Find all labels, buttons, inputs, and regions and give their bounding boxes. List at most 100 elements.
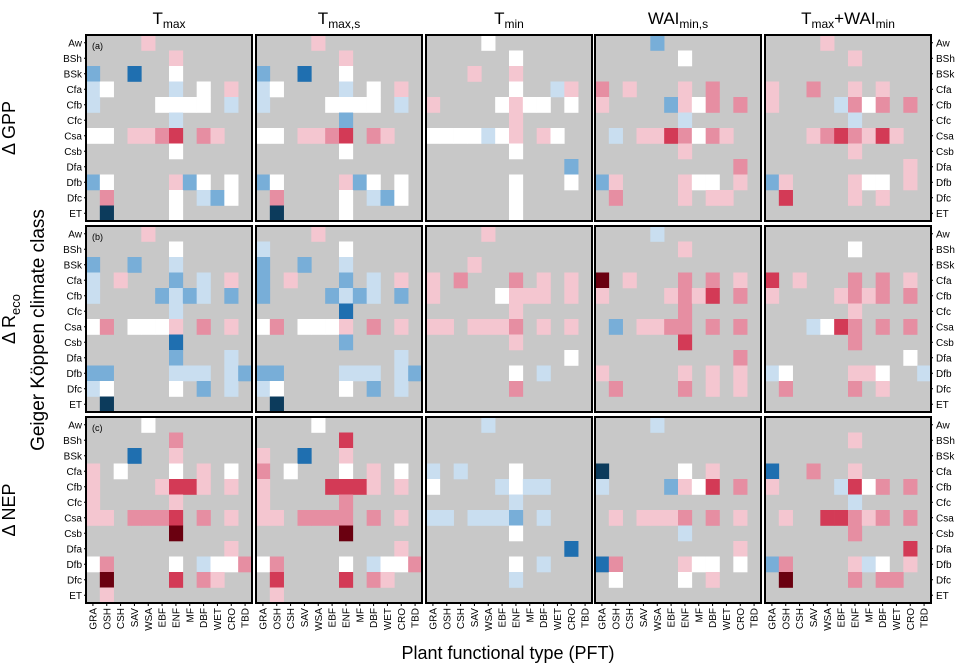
heatmap-cell	[848, 272, 863, 289]
heatmap-cell	[196, 81, 211, 98]
heatmap-cell	[564, 159, 579, 175]
heatmap-cell	[269, 381, 284, 397]
heatmap-cell	[394, 174, 409, 191]
heatmap-cell	[622, 81, 637, 98]
panel-r1-c3	[594, 225, 762, 413]
heatmap-cell	[678, 112, 693, 129]
y-tick-label: Csa	[64, 513, 82, 524]
x-tick-label: CSH	[286, 608, 297, 629]
heatmap-cell	[155, 479, 170, 495]
heatmap-cell	[678, 365, 693, 382]
heatmap-cell	[224, 510, 239, 526]
heatmap-cell	[733, 97, 748, 113]
heatmap-cell	[509, 494, 524, 511]
heatmap-cell	[691, 97, 706, 113]
x-tick-label: DBF	[878, 608, 889, 628]
heatmap-cell	[256, 241, 271, 258]
heatmap-cell	[481, 417, 496, 433]
heatmap-cell	[86, 272, 101, 289]
heatmap-cell	[875, 365, 890, 382]
x-tick-label: TBD	[241, 608, 252, 628]
heatmap-cell	[903, 319, 918, 335]
heatmap-cell	[366, 272, 381, 289]
heatmap-cell	[169, 334, 184, 351]
heatmap-cell	[778, 572, 793, 588]
heatmap-cell	[169, 257, 184, 273]
heatmap-cell	[99, 128, 114, 144]
heatmap-cell	[169, 97, 184, 113]
heatmap-cell	[509, 334, 524, 351]
y-tick-label: Cfa	[936, 467, 952, 478]
heatmap-cell	[339, 525, 354, 542]
x-tick-label: WSA	[484, 608, 495, 631]
heatmap-cell	[269, 190, 284, 206]
heatmap-cell	[99, 365, 114, 382]
heatmap-cell	[196, 319, 211, 335]
heatmap-cell	[380, 556, 395, 573]
heatmap-cell	[210, 190, 225, 206]
heatmap-cell	[509, 381, 524, 397]
heatmap-cell	[650, 417, 665, 433]
heatmap-cell	[339, 241, 354, 258]
y-tick-label: Cfb	[66, 482, 82, 493]
heatmap-cell	[269, 510, 284, 526]
y-tick-label: Dfa	[936, 353, 952, 364]
heatmap-cell	[509, 174, 524, 191]
heatmap-cell	[861, 365, 876, 382]
heatmap-cell	[806, 81, 821, 98]
heatmap-cell	[86, 66, 101, 82]
y-tick-label: BSh	[63, 436, 82, 447]
y-tick-label: Cfb	[936, 291, 952, 302]
heatmap-cell	[86, 288, 101, 304]
heatmap-cell	[86, 257, 101, 273]
panel-r0-c1	[255, 34, 423, 222]
heatmap-cell	[127, 66, 142, 82]
x-axis-label: Plant functional type (PFT)	[401, 643, 614, 663]
heatmap-cell	[256, 257, 271, 273]
panel-r0-c3	[594, 34, 762, 222]
heatmap-cell	[636, 319, 651, 335]
heatmap-cell	[595, 556, 610, 573]
heatmap-cell	[820, 35, 835, 51]
heatmap-cell	[691, 174, 706, 191]
heatmap-cell	[733, 319, 748, 335]
panel-r0-c0: (a) Aw BSh BSk Cfa Cfb Cfc Csa Csb Dfa Dfb Dfc ET	[63, 34, 253, 222]
heatmap-cell	[86, 128, 101, 144]
heatmap-cell	[339, 66, 354, 82]
heatmap-cell	[339, 463, 354, 480]
heatmap-cell	[224, 381, 239, 397]
heatmap-cell	[650, 226, 665, 242]
heatmap-cell	[733, 272, 748, 289]
heatmap-cell	[339, 288, 354, 304]
heatmap-cell	[169, 81, 184, 98]
heatmap-cell	[509, 190, 524, 206]
heatmap-cell	[394, 272, 409, 289]
row-title: Δ NEP	[0, 483, 19, 536]
heatmap-cell	[127, 257, 142, 273]
heatmap-cell	[678, 572, 693, 588]
heatmap-cell	[678, 303, 693, 320]
heatmap-cell	[256, 365, 271, 382]
heatmap-cell	[86, 174, 101, 191]
panel-border	[85, 416, 253, 604]
x-tick-label: WSA	[314, 608, 325, 631]
heatmap-cell	[339, 334, 354, 351]
heatmap-cell	[678, 190, 693, 206]
heatmap-cell	[467, 510, 482, 526]
heatmap-cell	[339, 190, 354, 206]
heatmap-cell	[311, 226, 326, 242]
heatmap-cell	[269, 365, 284, 382]
heatmap-cell	[169, 432, 184, 449]
x-tick-label: EBF	[667, 608, 678, 627]
heatmap-cell	[169, 510, 184, 526]
x-tick-label: MF	[864, 608, 875, 622]
heatmap-cell	[848, 319, 863, 335]
heatmap-cell	[182, 479, 197, 495]
x-tick-label: SAV	[300, 608, 311, 628]
heatmap-cell	[224, 350, 239, 366]
heatmap-cell	[467, 66, 482, 82]
heatmap-cell	[155, 128, 170, 144]
x-tick-label: EBF	[158, 608, 169, 627]
x-tick-label: CRO	[567, 608, 578, 630]
